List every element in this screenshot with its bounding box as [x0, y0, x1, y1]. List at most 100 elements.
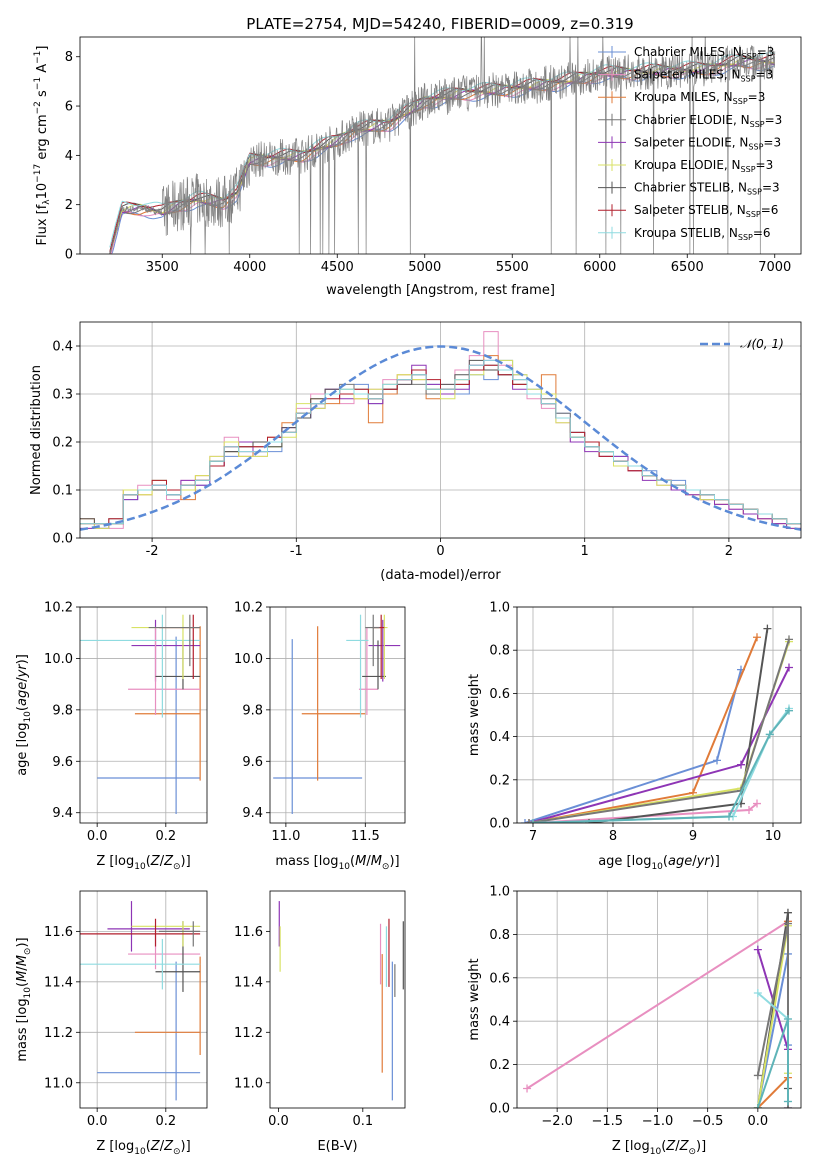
mass-weight-marker — [785, 706, 793, 715]
y-tick-label: 0.2 — [489, 773, 510, 788]
y-tick-label: 0.4 — [489, 1015, 510, 1030]
legend-label: Salpeter MILES, NSSP=3 — [634, 68, 773, 84]
y-tick-label: 0.2 — [52, 436, 73, 451]
x-tick-label: 4500 — [321, 260, 354, 275]
mass-weight-line — [528, 639, 790, 823]
y-tick-label: 0.1 — [52, 484, 73, 499]
y-tick-label: 9.6 — [52, 755, 73, 770]
x-tick-label: 0.0 — [268, 1114, 289, 1129]
x-tick-label: −2.0 — [541, 1114, 573, 1129]
y-tick-label: 0.3 — [52, 388, 73, 403]
x-tick-label: 11.5 — [351, 829, 380, 844]
mass-weight-marker — [521, 819, 529, 823]
y-tick-label: 9.6 — [242, 755, 263, 770]
y-axis-label: age [log10(age/yr)] — [15, 654, 33, 776]
plot-area — [80, 331, 801, 531]
mass-weight-line — [526, 920, 789, 1090]
y-tick-label: 11.0 — [44, 1076, 73, 1091]
model-spectrum-line — [109, 58, 775, 253]
x-tick-label: 5000 — [408, 260, 441, 275]
x-tick-label: 2 — [725, 544, 733, 559]
x-tick-label: 0.0 — [87, 829, 108, 844]
x-tick-label: −1.0 — [642, 1114, 674, 1129]
legend-label: Chabrier STELIB, NSSP=3 — [634, 181, 780, 197]
mass-weight-marker — [783, 919, 792, 928]
x-tick-label: -2 — [146, 544, 159, 559]
plot-area — [273, 614, 401, 814]
y-tick-label: 0.6 — [489, 971, 510, 986]
x-axis-label: E(B-V) — [317, 1139, 357, 1154]
mass-vs-metallicity-panel: 0.0 0.2 11.0 11.2 11.4 11.6 Z [log10(Z/Z⊙)] mas… — [15, 890, 208, 1157]
legend-label: Kroupa MILES, NSSP=3 — [634, 90, 765, 106]
x-tick-label: -1 — [290, 544, 303, 559]
y-tick-label: 0.4 — [52, 340, 73, 355]
legend-label: Kroupa ELODIE, NSSP=3 — [634, 158, 773, 174]
y-tick-label: 11.4 — [234, 975, 263, 990]
mass-weight-marker — [765, 730, 774, 739]
x-tick-label: 3500 — [146, 260, 179, 275]
plot-area — [278, 901, 404, 1101]
y-tick-label: 11.2 — [234, 1026, 263, 1041]
y-tick-label: 10.2 — [44, 601, 73, 616]
x-tick-label: 5500 — [496, 260, 529, 275]
y-tick-label: 2 — [65, 198, 73, 213]
mass-weight-marker — [753, 988, 762, 997]
axes-frame — [269, 606, 406, 824]
gaussian-reference-curve — [80, 345, 801, 531]
y-tick-label: 1.0 — [489, 885, 510, 900]
x-axis-label: wavelength [Angstrom, rest frame] — [326, 283, 555, 298]
axes-frame — [79, 36, 802, 255]
y-tick-label: 0.8 — [489, 928, 510, 943]
y-tick-label: 11.6 — [44, 925, 73, 940]
y-tick-label: 1.0 — [489, 601, 510, 616]
y-tick-label: 10.2 — [234, 601, 263, 616]
legend-label: Salpeter STELIB, NSSP=6 — [634, 203, 778, 219]
age-vs-metallicity-panel: 0.0 0.2 9.4 9.6 9.8 10.0 10.2 Z [log10(Z/Z⊙)] ag… — [15, 601, 208, 872]
y-axis-label: Flux [fλ10−17 erg cm−2 s−1 A−1] — [33, 46, 52, 246]
mass-weight-vs-age-panel: 7 8 9 10 0.0 0.2 0.4 0.6 0.8 1.0 age [log10(age/yr… — [467, 601, 802, 872]
x-axis-label: mass [log10(M/M⊙)] — [275, 854, 399, 872]
y-tick-label: 0.2 — [489, 1058, 510, 1073]
axes-frame — [516, 606, 802, 824]
legend-label: Chabrier ELODIE, NSSP=3 — [634, 113, 782, 129]
mass-weight-marker — [753, 1104, 762, 1108]
y-tick-label: 11.6 — [234, 925, 263, 940]
y-tick-label: 11.2 — [44, 1026, 73, 1041]
y-tick-label: 6 — [65, 100, 73, 115]
plot-area — [109, 37, 776, 254]
x-tick-label: 4000 — [233, 260, 266, 275]
model-spectrum-line — [109, 55, 775, 254]
mass-weight-marker — [529, 819, 537, 823]
mass-weight-marker — [525, 819, 533, 823]
age-vs-mass-panel: 11.0 11.5 9.4 9.6 9.8 10.0 10.2 mass [log10(M/M… — [234, 601, 406, 872]
mass-weight-marker — [783, 1015, 792, 1024]
mass-weight-marker — [785, 635, 793, 644]
spectrum-panel: 3500 4000 4500 5000 5500 6000 6500 7000 0 2 4 6 8 wav… — [33, 36, 802, 298]
y-tick-label: 9.8 — [242, 703, 263, 718]
mass-weight-vs-metallicity-panel: −2.0 −1.5 −1.0 −0.5 0.0 0.0 0.2 0.4 0.6 0.8 1.0 Z [… — [467, 885, 802, 1157]
y-tick-label: 0 — [65, 248, 73, 263]
plot-area — [523, 908, 792, 1108]
legend-label: Kroupa STELIB, NSSP=6 — [634, 226, 771, 242]
mass-weight-marker — [783, 908, 792, 917]
x-axis-label: Z [log10(Z/Z⊙)] — [96, 1139, 190, 1157]
x-axis-label: (data-model)/error — [380, 568, 501, 583]
mass-weight-line — [528, 636, 758, 823]
x-tick-label: 7000 — [758, 260, 791, 275]
x-tick-label: 0.0 — [87, 1114, 108, 1129]
mass-weight-line — [532, 710, 790, 823]
mass-weight-line — [528, 641, 790, 823]
x-tick-label: 6500 — [671, 260, 704, 275]
model-spectrum-line — [109, 52, 775, 248]
x-tick-label: 1 — [581, 544, 589, 559]
mass-weight-marker — [713, 756, 721, 765]
y-tick-label: 11.4 — [44, 975, 73, 990]
y-axis-label: mass weight — [467, 674, 482, 756]
y-tick-label: 9.4 — [52, 806, 73, 821]
x-tick-label: 7 — [529, 829, 537, 844]
axes-frame — [516, 890, 802, 1109]
mass-weight-line — [524, 669, 742, 823]
mass-weight-marker — [745, 806, 753, 815]
y-axis-label: Normed distribution — [29, 365, 44, 495]
legend-label: 𝒩(0, 1) — [740, 337, 784, 351]
